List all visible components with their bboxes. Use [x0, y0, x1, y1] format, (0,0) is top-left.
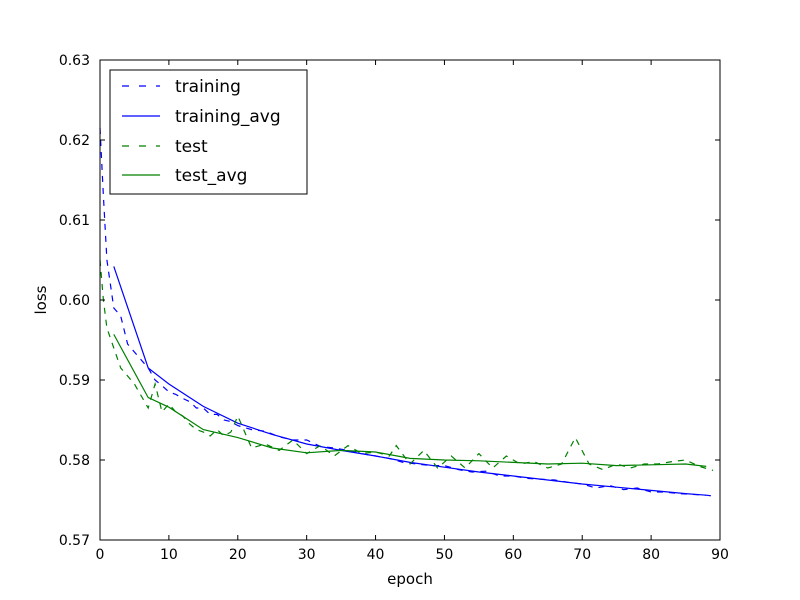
y-tick-label: 0.59	[59, 373, 90, 389]
x-axis-label: epoch	[387, 570, 433, 588]
tick-labels-layer: 0 10 20 30 40 50 60 70 80 90 0.57 0.58 0.59 0.60 0.61 0…	[59, 53, 729, 563]
y-tick-label: 0.57	[59, 533, 90, 549]
x-tick-label: 0	[96, 547, 105, 563]
x-tick-label: 60	[504, 547, 522, 563]
legend-label-training: training	[175, 77, 241, 97]
x-tick-label: 50	[436, 547, 454, 563]
x-tick-label: 70	[573, 547, 591, 563]
legend-box	[109, 69, 308, 195]
x-tick-label: 80	[642, 547, 660, 563]
y-tick-label: 0.63	[59, 53, 90, 69]
x-tick-label: 10	[160, 547, 178, 563]
x-tick-label: 20	[229, 547, 247, 563]
series-line-test-avg	[113, 334, 707, 467]
series-line-training	[99, 127, 714, 497]
series-line-test	[99, 259, 714, 471]
y-tick-label: 0.58	[59, 453, 90, 469]
legend-label-test: test	[175, 137, 208, 157]
y-tick-label: 0.61	[59, 213, 90, 229]
legend: training training_avg test test_avg	[109, 69, 308, 195]
y-tick-label: 0.60	[59, 293, 90, 309]
y-axis-label: loss	[32, 285, 50, 314]
x-tick-label: 30	[298, 547, 316, 563]
series-line-training-avg	[113, 266, 707, 496]
x-tick-label: 40	[367, 547, 385, 563]
series-layer	[99, 127, 714, 497]
plot-frame	[99, 59, 721, 541]
x-tick-label: 90	[711, 547, 729, 563]
y-tick-label: 0.62	[59, 133, 90, 149]
legend-label-test-avg: test_avg	[175, 166, 247, 186]
legend-label-training-avg: training_avg	[175, 107, 281, 127]
